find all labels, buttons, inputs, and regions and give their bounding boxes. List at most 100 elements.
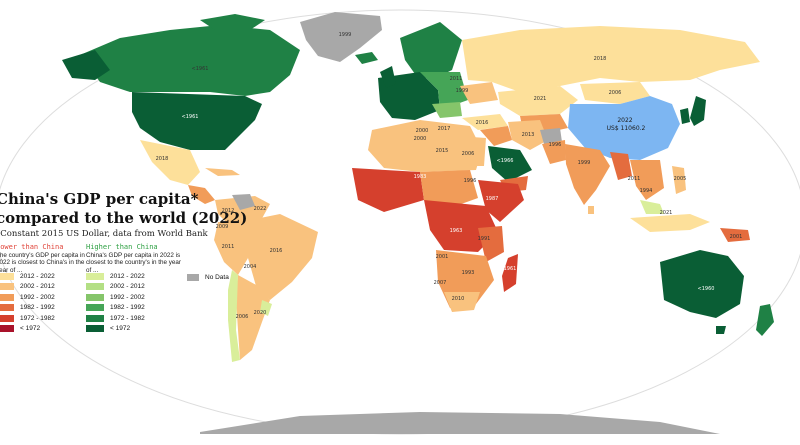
- label-mongolia: 2006: [609, 90, 622, 96]
- lower-legend-item: < 1972: [0, 325, 40, 333]
- higher-legend-item: 2012 - 2022: [86, 272, 145, 280]
- myanmar-bangladesh: [610, 152, 632, 180]
- lower-swatch: [0, 304, 14, 311]
- lower-legend-label: 1992 - 2002: [20, 293, 55, 301]
- indonesia: [630, 214, 710, 232]
- papua-new-guinea: [720, 228, 750, 242]
- higher-legend-label: 1992 - 2002: [110, 293, 145, 301]
- caribbean: [205, 168, 240, 176]
- australia: [660, 250, 744, 318]
- label-mexico: 2018: [156, 156, 169, 162]
- russia: [462, 26, 760, 92]
- lower-legend-label: 1972 - 1982: [20, 314, 55, 322]
- turkey: [462, 114, 508, 130]
- philippines: [672, 166, 686, 194]
- label-nigeria: 1996: [464, 178, 477, 184]
- label-iran: 2013: [522, 132, 535, 138]
- label-libya: 2017: [438, 126, 451, 132]
- label-argentina: 2004: [244, 264, 257, 270]
- egypt: [458, 136, 486, 166]
- higher-legend-item: 1992 - 2002: [86, 293, 145, 301]
- canada: [80, 25, 300, 96]
- uruguay: [260, 300, 272, 316]
- colombia-venezuela: [215, 196, 270, 226]
- south-africa: [444, 292, 480, 312]
- eastern-europe: [420, 72, 468, 110]
- malaysia: [640, 200, 664, 214]
- lower-legend-item: 1982 - 1992: [0, 304, 55, 312]
- afghanistan: [540, 128, 562, 144]
- ukraine: [460, 82, 498, 104]
- higher-legend-item: < 1972: [86, 325, 130, 333]
- label-yemen: 1996: [549, 142, 562, 148]
- central-america: [188, 185, 215, 204]
- label-vietnam: 1994: [640, 188, 653, 194]
- lower-swatch: [0, 272, 14, 280]
- higher-legend-label: 2012 - 2022: [110, 272, 145, 280]
- label-saudi: <1966: [497, 158, 514, 164]
- label-drc: 1963: [450, 228, 463, 234]
- lower-legend-item: 1992 - 2002: [0, 293, 55, 301]
- no-data-legend: No Data: [187, 274, 229, 281]
- higher-legend-label: 1972 - 1982: [110, 314, 145, 322]
- lower-description: The country's GDP per capita in 2022 is …: [0, 252, 85, 274]
- label-chile: 2006: [236, 314, 249, 320]
- argentina: [236, 275, 270, 360]
- higher-swatch: [86, 314, 104, 322]
- label-namibia: 2007: [434, 280, 447, 286]
- label-southafrica: 2010: [452, 296, 465, 302]
- lower-swatch: [0, 314, 14, 322]
- label-sahel: 1983: [414, 174, 427, 180]
- label-bolivia: 2011: [222, 244, 235, 250]
- label-usa: <1961: [182, 114, 199, 120]
- central-africa: [424, 200, 498, 252]
- east-africa: [478, 226, 504, 262]
- western-sahel: [352, 168, 424, 212]
- label-zambia: 1993: [462, 270, 475, 276]
- label-colombia: 2012: [222, 208, 235, 214]
- label-tanzania: 1991: [478, 236, 491, 242]
- brazil: [236, 214, 318, 300]
- guianas: [232, 194, 255, 210]
- label-europe: 1999: [456, 88, 469, 94]
- label-thailand: 2011: [628, 176, 641, 182]
- higher-legend-item: 1972 - 1982: [86, 314, 145, 322]
- lower-legend-item: 2012 - 2022: [0, 272, 55, 280]
- map-subtitle: *Constant 2015 US Dollar, data from Worl…: [0, 229, 208, 239]
- map-title: China's GDP per capita* compared to the …: [0, 190, 247, 228]
- mexico: [140, 140, 200, 185]
- balkans: [432, 102, 462, 118]
- china: [568, 96, 680, 160]
- north-africa: [368, 120, 482, 172]
- kazakhstan: [498, 86, 578, 116]
- lower-legend-item: 2002 - 2012: [0, 283, 55, 291]
- lower-heading: Lower than China: [0, 243, 64, 251]
- peru-bolivia: [214, 222, 248, 275]
- no-data-swatch: [187, 274, 199, 281]
- label-russia: 2018: [594, 56, 607, 62]
- tasmania: [716, 326, 726, 334]
- horn-of-africa: [478, 180, 524, 222]
- higher-heading: Higher than China: [86, 243, 158, 251]
- iraq-syria: [480, 126, 512, 146]
- higher-swatch: [86, 325, 104, 332]
- japan: [690, 96, 706, 126]
- label-india: 1999: [578, 160, 591, 166]
- greenland: [300, 12, 382, 62]
- higher-legend-label: 2002 - 2012: [110, 283, 145, 290]
- label-kazakhstan: 2021: [534, 96, 547, 102]
- label-sudan: 2006: [462, 151, 475, 157]
- label-canada: <1961: [192, 66, 209, 72]
- uk: [380, 66, 396, 88]
- madagascar: [502, 254, 518, 292]
- mongolia: [580, 82, 650, 104]
- arctic-islands: [200, 14, 265, 30]
- label-ukraine: 2011: [450, 76, 463, 82]
- iceland: [355, 52, 378, 64]
- label-uruguay: 2020: [254, 310, 267, 316]
- higher-swatch: [86, 272, 104, 280]
- label-brazil: 2016: [270, 248, 283, 254]
- saudi-arabia: [488, 146, 532, 182]
- no-data-label: No Data: [205, 274, 229, 281]
